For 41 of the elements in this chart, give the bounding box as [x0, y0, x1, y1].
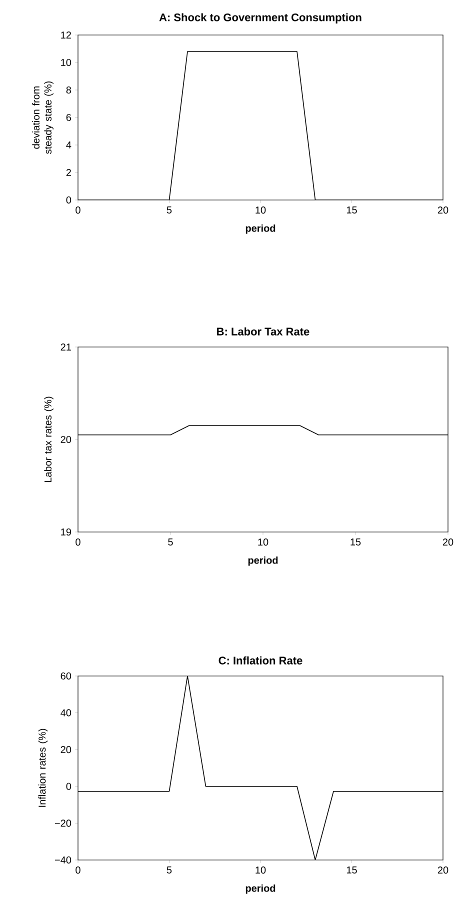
y-tick-label: 20	[60, 436, 72, 444]
y-tick-label: 60	[60, 672, 72, 680]
x-tick-label: 15	[350, 538, 361, 546]
x-tick-label: 0	[76, 866, 80, 874]
y-axis-title: Inflation rates (%)	[38, 728, 48, 807]
x-tick-label: 10	[256, 866, 266, 874]
y-tick-label: −40	[55, 856, 72, 864]
x-tick-label: 20	[438, 206, 448, 214]
y-tick-label: 8	[66, 86, 72, 94]
y-tick-label: 19	[61, 528, 72, 536]
y-tick-label: 4	[66, 142, 72, 148]
x-tick-label: 20	[438, 866, 448, 874]
x-tick-label: 0	[76, 538, 80, 546]
x-tick-label: 5	[168, 538, 173, 546]
y-tick-label: 10	[61, 58, 72, 66]
y-tick-label: 6	[66, 114, 72, 122]
x-tick-label: 0	[76, 206, 80, 214]
x-axis-title: period	[246, 884, 276, 894]
x-tick-label: 15	[347, 206, 357, 214]
y-tick-label: −20	[55, 820, 72, 827]
y-tick-label: 0	[66, 196, 72, 204]
x-tick-label: 20	[442, 538, 454, 546]
x-tick-label: 5	[166, 866, 172, 874]
x-axis-title: period	[246, 224, 276, 234]
x-axis-title: period	[248, 556, 278, 566]
y-tick-label: 40	[60, 709, 72, 716]
chart-title: B: Labor Tax Rate	[217, 327, 310, 336]
chart-title: A: Shock to Government Consumption	[159, 13, 362, 24]
y-tick-label: 20	[60, 746, 72, 754]
y-axis-title: Labor tax rates (%)	[44, 396, 54, 482]
chart-title: C: Inflation Rate	[218, 656, 302, 664]
y-tick-label: 21	[60, 344, 72, 350]
line-series	[78, 676, 444, 860]
x-tick-label: 15	[347, 866, 357, 874]
x-tick-label: 5	[166, 206, 172, 214]
y-tick-label: 0	[66, 782, 72, 790]
y-tick-label: 2	[66, 169, 72, 176]
x-tick-label: 10	[256, 206, 266, 214]
y-axis-title: deviation from steady state (%)	[32, 81, 54, 154]
x-tick-label: 10	[258, 538, 268, 546]
y-tick-label: 12	[61, 32, 72, 38]
